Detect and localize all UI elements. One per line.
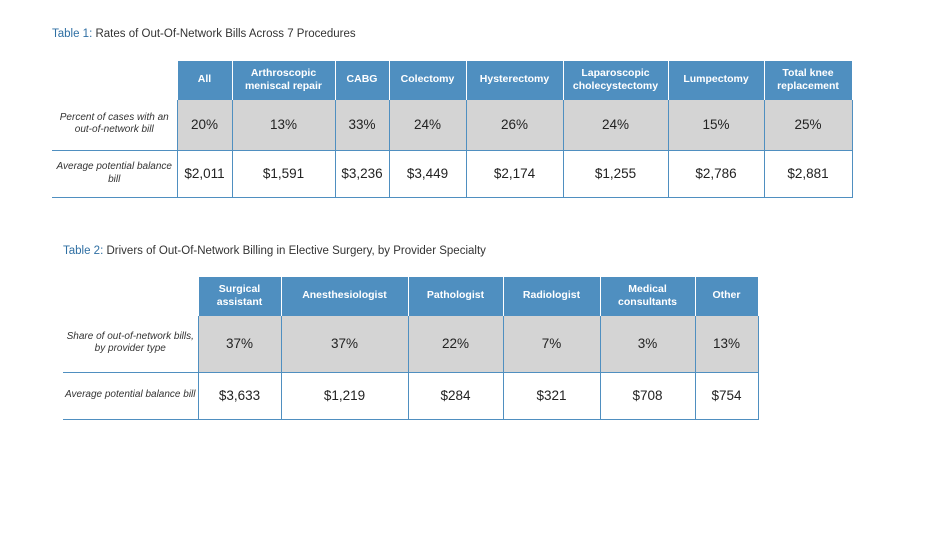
table2-col-header: Surgical assistant bbox=[197, 277, 282, 315]
table-cell: $2,881 bbox=[763, 149, 853, 198]
table-cell: 7% bbox=[502, 314, 601, 373]
table-cell: $284 bbox=[407, 371, 504, 420]
table-cell: 37% bbox=[197, 314, 282, 373]
table-cell: $3,633 bbox=[197, 371, 282, 420]
table1-caption: Table 1: Rates of Out-Of-Network Bills A… bbox=[52, 28, 356, 40]
table-cell: $3,236 bbox=[334, 149, 390, 198]
table2-col-header: Medical consultants bbox=[599, 277, 696, 315]
table-cell: 3% bbox=[599, 314, 696, 373]
table1-caption-number: Table 1: bbox=[52, 28, 93, 40]
table1: All Arthroscopic meniscal repair CABG Co… bbox=[52, 61, 853, 198]
row-label: Share of out-of-network bills, by provid… bbox=[63, 315, 198, 373]
table-cell: $754 bbox=[694, 371, 759, 420]
table1-col-header: CABG bbox=[334, 61, 390, 99]
table-cell: 24% bbox=[388, 98, 467, 151]
table-cell: 37% bbox=[280, 314, 409, 373]
table2-col-header: Anesthesiologist bbox=[280, 277, 409, 315]
table-cell: 25% bbox=[763, 98, 853, 151]
table1-col-header: Laparoscopic cholecystectomy bbox=[562, 61, 669, 99]
table1-corner bbox=[52, 61, 177, 99]
table2-col-header: Other bbox=[694, 277, 759, 315]
table1-col-header: Hysterectomy bbox=[465, 61, 564, 99]
table2-header-row: Surgical assistant Anesthesiologist Path… bbox=[63, 277, 759, 315]
table-cell: 33% bbox=[334, 98, 390, 151]
row-label: Average potential balance bill bbox=[63, 372, 198, 420]
table2-col-header: Radiologist bbox=[502, 277, 601, 315]
table-row: Average potential balance bill $3,633 $1… bbox=[63, 371, 759, 420]
row-label: Percent of cases with an out-of-network … bbox=[52, 99, 177, 151]
table1-col-header: Lumpectomy bbox=[667, 61, 765, 99]
table2-caption-number: Table 2: bbox=[63, 245, 104, 257]
table2-caption: Table 2: Drivers of Out-Of-Network Billi… bbox=[63, 245, 486, 257]
table-cell: $2,011 bbox=[176, 149, 233, 198]
table2-col-header: Pathologist bbox=[407, 277, 504, 315]
table1-col-header: All bbox=[176, 61, 233, 99]
table1-caption-text: Rates of Out-Of-Network Bills Across 7 P… bbox=[95, 28, 356, 40]
row-label: Average potential balance bill bbox=[52, 150, 177, 198]
table1-col-header: Total knee replacement bbox=[763, 61, 853, 99]
table-cell: $321 bbox=[502, 371, 601, 420]
table-row: Percent of cases with an out-of-network … bbox=[52, 98, 853, 151]
table-cell: $3,449 bbox=[388, 149, 467, 198]
table1-header-row: All Arthroscopic meniscal repair CABG Co… bbox=[52, 61, 853, 99]
table-row: Share of out-of-network bills, by provid… bbox=[63, 314, 759, 373]
table1-col-header: Arthroscopic meniscal repair bbox=[231, 61, 336, 99]
table-cell: $2,786 bbox=[667, 149, 765, 198]
table2-caption-text: Drivers of Out-Of-Network Billing in Ele… bbox=[106, 245, 486, 257]
table2-corner bbox=[63, 277, 198, 315]
table-cell: $1,219 bbox=[280, 371, 409, 420]
table-cell: 24% bbox=[562, 98, 669, 151]
table-row: Average potential balance bill $2,011 $1… bbox=[52, 149, 853, 198]
table-cell: $708 bbox=[599, 371, 696, 420]
table-cell: 22% bbox=[407, 314, 504, 373]
table-cell: 13% bbox=[231, 98, 336, 151]
table-cell: 26% bbox=[465, 98, 564, 151]
table-cell: 15% bbox=[667, 98, 765, 151]
table2: Surgical assistant Anesthesiologist Path… bbox=[63, 277, 759, 420]
table-cell: 13% bbox=[694, 314, 759, 373]
table-cell: $2,174 bbox=[465, 149, 564, 198]
table-cell: $1,591 bbox=[231, 149, 336, 198]
table-cell: $1,255 bbox=[562, 149, 669, 198]
table-cell: 20% bbox=[176, 98, 233, 151]
table1-col-header: Colectomy bbox=[388, 61, 467, 99]
